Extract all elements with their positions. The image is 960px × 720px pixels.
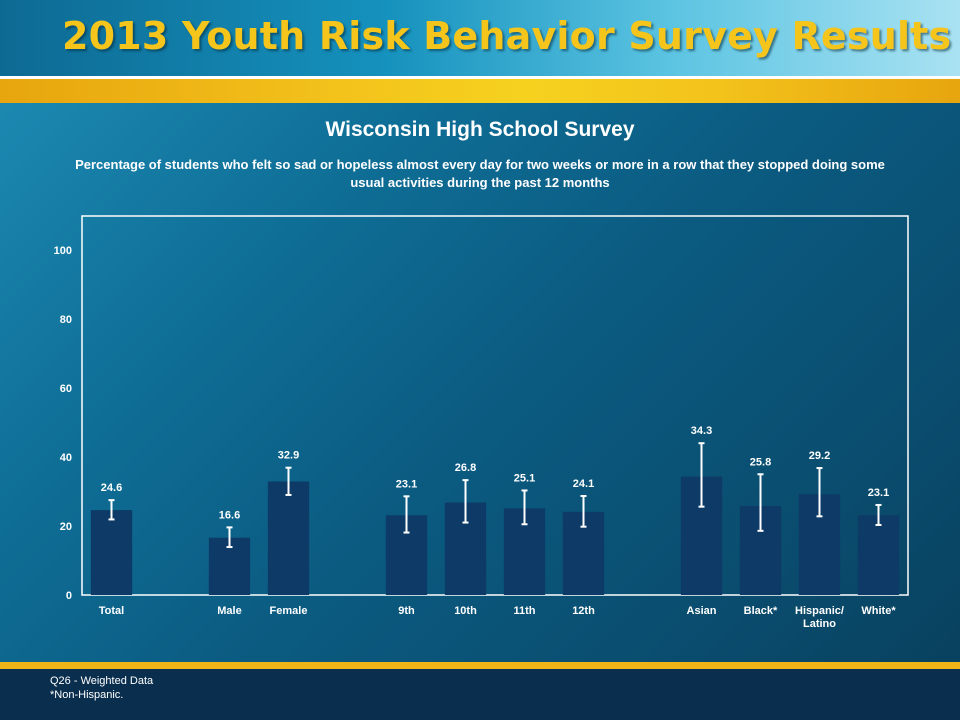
bar [90, 510, 133, 595]
bar [267, 481, 310, 595]
value-label: 25.8 [750, 456, 771, 468]
y-tick-label: 40 [60, 452, 72, 464]
category-label: 9th [398, 605, 415, 617]
category-label: Male [217, 605, 241, 617]
category-label: Asian [687, 605, 717, 617]
header-band [0, 0, 960, 76]
category-label: Female [270, 605, 308, 617]
y-tick-label: 60 [60, 383, 72, 395]
category-label: 10th [454, 605, 477, 617]
plot-frame [81, 215, 909, 596]
category-label: 11th [513, 605, 535, 617]
value-label: 23.1 [396, 478, 417, 490]
footnote-weighted-data: Q26 - Weighted Data [50, 675, 154, 687]
y-tick-label: 100 [54, 245, 72, 257]
footer-gold-stripe [0, 662, 960, 669]
y-tick-label: 80 [60, 314, 72, 326]
value-label: 24.1 [573, 478, 594, 490]
category-label: Black* [744, 605, 778, 617]
value-label: 24.6 [101, 482, 122, 494]
chart-subtitle: Percentage of students who felt so sad o… [75, 157, 885, 190]
footnotes: Q26 - Weighted Data *Non-Hispanic. [50, 674, 153, 702]
footnote-non-hispanic: *Non-Hispanic. [50, 689, 124, 701]
y-tick-label: 20 [60, 521, 72, 533]
value-label: 25.1 [514, 472, 535, 484]
gold-band [0, 79, 960, 103]
value-label: 26.8 [455, 462, 476, 474]
value-label: 34.3 [691, 425, 712, 437]
value-label: 32.9 [278, 450, 299, 462]
page-title: 2013 Youth Risk Behavior Survey Results [62, 14, 952, 58]
category-label: Hispanic/Latino [795, 605, 844, 630]
value-label: 16.6 [219, 509, 240, 521]
value-label: 23.1 [868, 487, 889, 499]
bar [857, 515, 900, 595]
chart-title: Wisconsin High School Survey [325, 118, 635, 141]
category-label: Total [99, 605, 124, 617]
category-label: 12th [572, 605, 595, 617]
category-label: White* [861, 605, 896, 617]
value-label: 29.2 [809, 450, 830, 462]
header-divider [0, 76, 960, 79]
footer-band [0, 669, 960, 720]
y-tick-label: 0 [66, 590, 72, 602]
